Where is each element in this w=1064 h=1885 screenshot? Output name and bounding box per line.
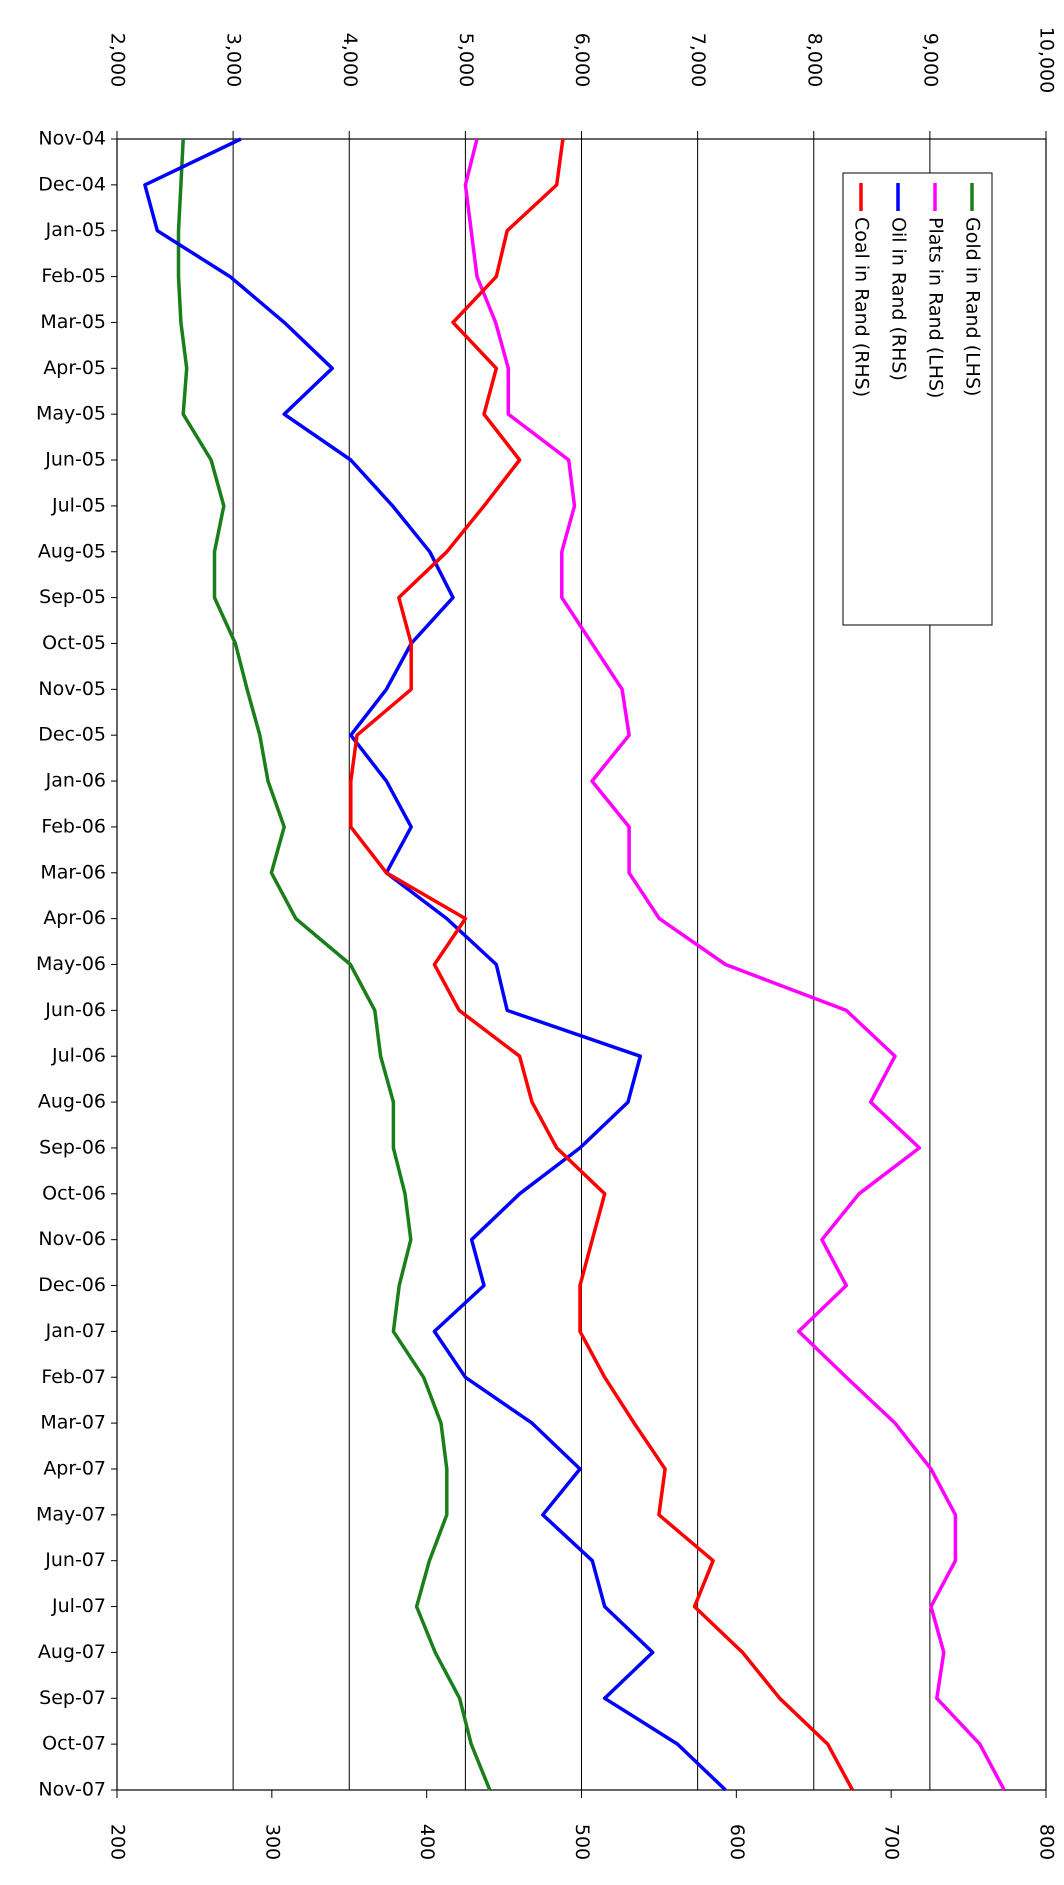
y-tick-label: 2,000 [107,33,129,87]
x-tick-label: Jan-05 [45,219,106,241]
y-tick-label: 6,000 [571,33,593,87]
x-tick-label: Apr-05 [43,357,106,379]
x-tick-label: Feb-05 [41,265,106,287]
y2-tick-label: 600 [726,1824,748,1860]
x-tick-label: Dec-04 [38,173,106,195]
x-tick-label: Oct-05 [42,632,106,654]
x-tick-label: Oct-06 [42,1182,106,1204]
x-tick-label: Aug-05 [38,540,106,562]
x-tick-label: Jun-06 [44,999,106,1021]
x-tick-label: Nov-07 [38,1779,106,1801]
x-tick-label: Apr-06 [43,907,106,929]
x-tick-label: Mar-06 [40,861,106,883]
y-tick-label: 9,000 [919,33,941,87]
x-tick-label: Jun-07 [44,1549,106,1571]
x-tick-label: Aug-07 [38,1641,106,1663]
legend-label: Oil in Rand (RHS) [888,217,910,381]
x-tick-label: Jul-05 [51,494,106,516]
x-tick-label: Mar-05 [40,311,106,333]
x-tick-label: Jul-06 [51,1045,106,1067]
legend-label: Coal in Rand (RHS) [851,217,873,397]
legend-box [842,172,993,626]
x-tick-label: Nov-04 [38,128,106,150]
series-line [143,137,727,1792]
y2-tick-label: 500 [571,1824,593,1860]
legend-label: Gold in Rand (LHS) [962,217,984,396]
y2-tick-label: 400 [416,1824,438,1860]
x-tick-label: Mar-07 [40,1412,106,1434]
x-tick-label: Jan-07 [45,1320,106,1342]
y-tick-label: 10,000 [1036,27,1058,93]
x-tick-label: May-06 [36,953,106,975]
x-tick-label: Nov-05 [38,678,106,700]
x-tick-label: Feb-06 [41,815,106,837]
x-tick-label: Jan-06 [45,770,106,792]
y-tick-label: 5,000 [455,33,477,87]
x-tick-label: Dec-06 [38,1274,106,1296]
x-tick-label: Jun-05 [44,449,106,471]
x-tick-label: Jul-07 [51,1595,106,1617]
y-tick-label: 8,000 [803,33,825,87]
y-tick-label: 7,000 [687,33,709,87]
x-tick-label: May-05 [36,403,106,425]
x-tick-label: Feb-07 [41,1366,106,1388]
x-tick-label: Oct-07 [42,1733,106,1755]
y2-tick-label: 800 [1036,1824,1058,1860]
series-line [349,138,855,1791]
x-tick-label: Nov-06 [38,1228,106,1250]
x-tick-label: May-07 [36,1503,106,1525]
x-tick-label: Apr-07 [43,1457,106,1479]
x-tick-label: Sep-05 [39,586,106,608]
x-tick-label: Sep-07 [39,1687,106,1709]
series-line [463,138,1006,1791]
y-tick-label: 4,000 [339,33,361,87]
x-tick-label: Sep-06 [39,1136,106,1158]
y2-tick-label: 700 [881,1824,903,1860]
x-tick-label: Aug-06 [38,1091,106,1113]
y-tick-label: 3,000 [223,33,245,87]
series-line [176,138,492,1791]
legend-label: Plats in Rand (LHS) [925,217,947,398]
x-tick-label: Dec-05 [38,724,106,746]
y2-tick-label: 300 [261,1824,283,1860]
y2-tick-label: 200 [107,1824,129,1860]
